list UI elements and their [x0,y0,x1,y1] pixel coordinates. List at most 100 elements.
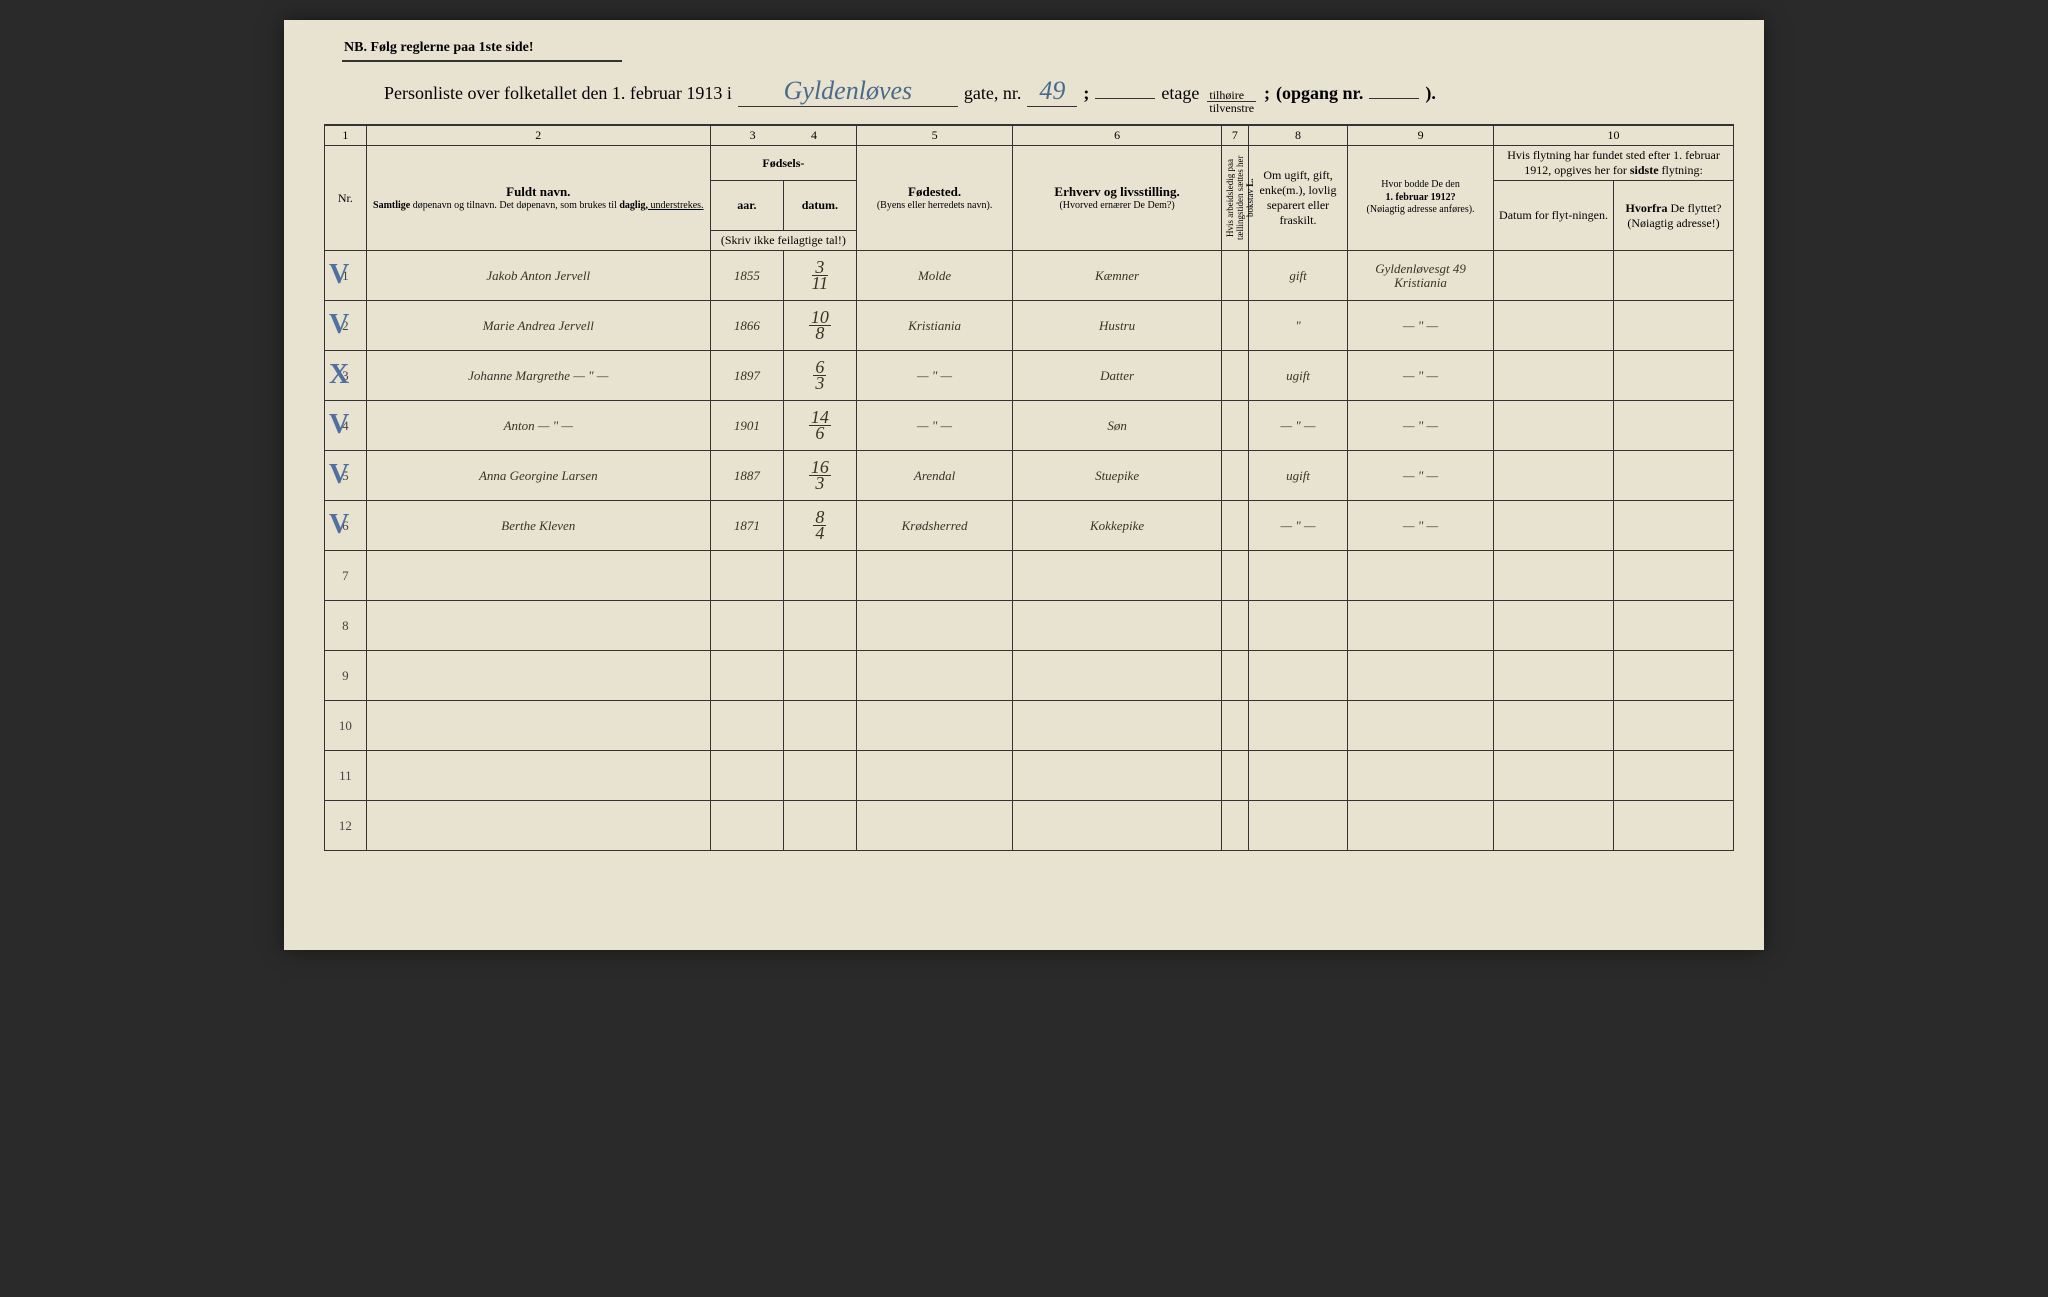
cell-empty [366,751,710,801]
cell-empty [1494,601,1614,651]
nb-instruction: NB. Følg reglerne paa 1ste side! [324,40,1734,56]
cell-empty [1248,751,1347,801]
cell-empty [1494,551,1614,601]
cell-col7 [1221,251,1248,301]
cell-occupation: Hustru [1013,301,1222,351]
cell-occupation: Kæmner [1013,251,1222,301]
cell-empty [1348,751,1494,801]
hdr-name-sub-b: døpenavn og tilnavn. Det døpenavn, som b… [410,200,619,211]
cell-empty [1221,701,1248,751]
hdr-name-sub-a: Samtlige [373,200,410,211]
cell-prev-address: Gyldenløvesgt 49 Kristiania [1348,251,1494,301]
gate-label: gate, nr. [964,83,1021,104]
cell-empty [856,601,1012,651]
row-number: 10 [325,701,367,751]
cell-empty [710,601,783,651]
hdr-col10-bold: sidste [1630,163,1659,177]
table-row-empty: 12 [325,801,1734,851]
cell-empty [1221,751,1248,801]
cell-place: Kristiania [856,301,1012,351]
cell-move-from [1613,351,1733,401]
cell-place: Molde [856,251,1012,301]
hdr-col10-hvorfra: Hvorfra De flyttet? (Nøiagtig adresse!) [1613,181,1733,251]
hdr-erhverv: Erhverv og livsstilling. (Hvorved ernære… [1013,146,1222,251]
cell-empty [783,751,856,801]
form-title-row: Personliste over folketallet den 1. febr… [324,76,1734,114]
cell-empty [1613,601,1733,651]
checkmark: X [329,359,349,391]
cell-empty [710,701,783,751]
cell-move-from [1613,301,1733,351]
cell-empty [710,751,783,801]
cell-empty [1348,701,1494,751]
hdr-col9: Hvor bodde De den 1. februar 1912? (Nøia… [1348,146,1494,251]
opgang-close: ). [1425,83,1436,104]
cell-marital: gift [1248,251,1347,301]
cell-marital: ugift [1248,351,1347,401]
colnum-34: 3 4 [710,125,856,146]
etage-field [1095,98,1155,99]
cell-year: 1866 [710,301,783,351]
table-row-empty: 8 [325,601,1734,651]
hdr-col10-datum: Datum for flyt-ningen. [1494,181,1614,251]
cell-empty [783,601,856,651]
opgang-field [1369,98,1419,99]
hdr-skriv: (Skriv ikke feilagtige tal!) [710,231,856,251]
table-row-empty: 10 [325,701,1734,751]
cell-empty [1494,751,1614,801]
title-prefix: Personliste over folketallet den 1. febr… [384,83,732,104]
cell-move-from [1613,451,1733,501]
cell-occupation: Datter [1013,351,1222,401]
cell-empty [1248,701,1347,751]
cell-year: 1901 [710,401,783,451]
row-number: V5 [325,451,367,501]
table-body: V1Jakob Anton Jervell1855311MoldeKæmnerg… [325,251,1734,851]
cell-empty [1013,551,1222,601]
census-form-page: NB. Følg reglerne paa 1ste side! Personl… [284,20,1764,950]
hdr-col10-top: Hvis flytning har fundet sted efter 1. f… [1494,146,1734,181]
cell-empty [856,551,1012,601]
cell-empty [783,551,856,601]
cell-empty [366,701,710,751]
cell-move-from [1613,501,1733,551]
cell-empty [856,701,1012,751]
colnum-6: 6 [1013,125,1222,146]
cell-col7 [1221,301,1248,351]
semicolon: ; [1083,83,1089,104]
table-row: V2Marie Andrea Jervell1866108KristianiaH… [325,301,1734,351]
column-number-row: 1 2 3 4 5 6 7 8 9 10 [325,125,1734,146]
cell-empty [1248,551,1347,601]
checkmark: V [329,509,349,541]
hdr-col10-hvorfra-bold: Hvorfra [1626,201,1668,215]
cell-empty [1248,651,1347,701]
cell-move-date [1494,301,1614,351]
hdr-fodested: Fødested. (Byens eller herredets navn). [856,146,1012,251]
hdr-col7: Hvis arbeidsledig paa tællingstiden sætt… [1221,146,1248,251]
cell-move-date [1494,451,1614,501]
hdr-col7-text: Hvis arbeidsledig paa tællingstiden sætt… [1225,156,1255,241]
cell-place: — " — [856,351,1012,401]
cell-place: Arendal [856,451,1012,501]
cell-empty [1013,801,1222,851]
hdr-col9-c: (Nøiagtig adresse anføres). [1351,204,1490,217]
cell-move-date [1494,351,1614,401]
cell-name: Johanne Margrethe — " — [366,351,710,401]
cell-date: 63 [783,351,856,401]
cell-move-from [1613,401,1733,451]
cell-year: 1897 [710,351,783,401]
table-row-empty: 11 [325,751,1734,801]
cell-date: 146 [783,401,856,451]
colnum-1: 1 [325,125,367,146]
cell-move-from [1613,251,1733,301]
cell-empty [710,551,783,601]
table-row: V4Anton — " —1901146— " —Søn— " —— " — [325,401,1734,451]
street-name-field: Gyldenløves [738,76,958,107]
cell-empty [856,751,1012,801]
cell-empty [1494,801,1614,851]
cell-col7 [1221,401,1248,451]
hdr-col9-a: Hvor bodde De den [1351,179,1490,192]
row-number: 9 [325,651,367,701]
cell-empty [1221,801,1248,851]
cell-empty [1248,601,1347,651]
street-nr-field: 49 [1027,76,1077,107]
